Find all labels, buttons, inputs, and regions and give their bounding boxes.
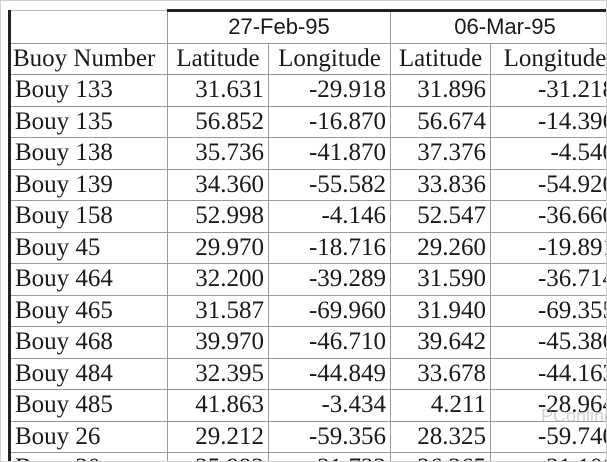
cell-longitude: -54.920 <box>490 168 606 201</box>
cell-latitude: 31.896 <box>390 74 492 107</box>
cell-latitude: 31.590 <box>390 263 492 296</box>
column-header-latitude: Latitude <box>390 42 492 75</box>
cell-longitude: -41.870 <box>267 137 392 170</box>
cell-latitude: 31.940 <box>390 294 492 327</box>
cell-longitude: -69.355 <box>490 294 606 327</box>
column-header-longitude: Longitude <box>490 42 606 75</box>
cell-latitude: 31.587 <box>167 294 269 327</box>
cell-longitude: -55.582 <box>267 168 392 201</box>
cell-latitude: 52.547 <box>390 200 492 233</box>
cell-longitude: -29.918 <box>267 74 392 107</box>
cell-latitude: 4.211 <box>390 389 492 422</box>
cell-longitude: -36.660 <box>490 200 606 233</box>
cell-longitude: -44.849 <box>267 357 392 390</box>
cell-latitude: 33.836 <box>390 168 492 201</box>
cell-longitude: -39.289 <box>267 263 392 296</box>
cell-latitude: 29.970 <box>167 231 269 264</box>
cell-buoy-number: Bouy 138 <box>8 137 168 170</box>
cell-longitude: -16.870 <box>267 105 392 138</box>
empty-header-cell <box>8 10 168 44</box>
cell-latitude: 25.992 <box>167 452 269 461</box>
date-header-1: 27-Feb-95 <box>166 9 392 44</box>
cell-latitude: 31.631 <box>167 74 269 107</box>
cell-buoy-number: Bouy 45 <box>8 231 168 264</box>
cell-latitude: 35.736 <box>167 137 269 170</box>
cell-buoy-number: Bouy 464 <box>8 263 168 296</box>
cell-buoy-number: Bouy 135 <box>8 105 168 138</box>
cell-latitude: 56.852 <box>167 105 269 138</box>
cell-latitude: 32.395 <box>167 357 269 390</box>
column-header-row: Buoy Number Latitude Longitude Latitude … <box>8 42 606 75</box>
cell-longitude: -31.218 <box>490 74 606 107</box>
cell-latitude: 39.970 <box>167 326 269 359</box>
cell-latitude: 28.325 <box>390 420 492 453</box>
table-row: Bouy 2025.992-21.72226.265-21.100 <box>8 452 606 461</box>
cell-buoy-number: Bouy 468 <box>8 326 168 359</box>
cell-longitude: -3.434 <box>267 389 392 422</box>
cell-latitude: 41.863 <box>167 389 269 422</box>
cell-buoy-number: Bouy 158 <box>8 200 168 233</box>
cell-longitude: -46.710 <box>267 326 392 359</box>
cell-longitude: -45.386 <box>490 326 606 359</box>
column-header-buoy-number: Buoy Number <box>8 42 168 75</box>
cell-longitude: -4.146 <box>267 200 392 233</box>
cell-latitude: 26.265 <box>390 452 492 461</box>
cell-longitude: -21.100 <box>490 452 606 461</box>
cell-longitude: -18.716 <box>267 231 392 264</box>
cell-latitude: 34.360 <box>167 168 269 201</box>
cell-buoy-number: Bouy 465 <box>8 294 168 327</box>
cell-latitude: 29.212 <box>167 420 269 453</box>
cell-buoy-number: Bouy 484 <box>8 357 168 390</box>
cell-longitude: -4.540 <box>490 137 606 170</box>
cell-latitude: 39.642 <box>390 326 492 359</box>
cell-buoy-number: Bouy 26 <box>8 420 168 453</box>
cell-buoy-number: Bouy 485 <box>8 389 168 422</box>
cell-longitude: -59.740 <box>490 420 606 453</box>
buoy-position-table: 27-Feb-95 06-Mar-95 Buoy Number Latitude… <box>8 9 606 461</box>
cell-longitude: -19.891 <box>490 231 606 264</box>
cell-longitude: -14.396 <box>490 105 606 138</box>
cell-longitude: -59.356 <box>267 420 392 453</box>
cell-latitude: 32.200 <box>167 263 269 296</box>
cell-latitude: 37.376 <box>390 137 492 170</box>
cell-latitude: 56.674 <box>390 105 492 138</box>
cell-buoy-number: Bouy 20 <box>8 452 168 461</box>
cell-latitude: 33.678 <box>390 357 492 390</box>
cell-longitude: -44.163 <box>490 357 606 390</box>
date-header-2: 06-Mar-95 <box>390 9 606 44</box>
cell-longitude: -21.722 <box>267 452 392 461</box>
column-header-latitude: Latitude <box>167 42 269 75</box>
cell-latitude: 52.998 <box>167 200 269 233</box>
watermark-logo: PConline <box>541 406 607 426</box>
cell-longitude: -36.714 <box>490 263 606 296</box>
cell-buoy-number: Bouy 133 <box>8 74 168 107</box>
cell-longitude: -28.964 <box>490 389 606 422</box>
cell-longitude: -69.960 <box>267 294 392 327</box>
cell-latitude: 29.260 <box>390 231 492 264</box>
column-header-longitude: Longitude <box>267 42 392 75</box>
date-header-row: 27-Feb-95 06-Mar-95 <box>8 9 606 44</box>
cell-buoy-number: Bouy 139 <box>8 168 168 201</box>
